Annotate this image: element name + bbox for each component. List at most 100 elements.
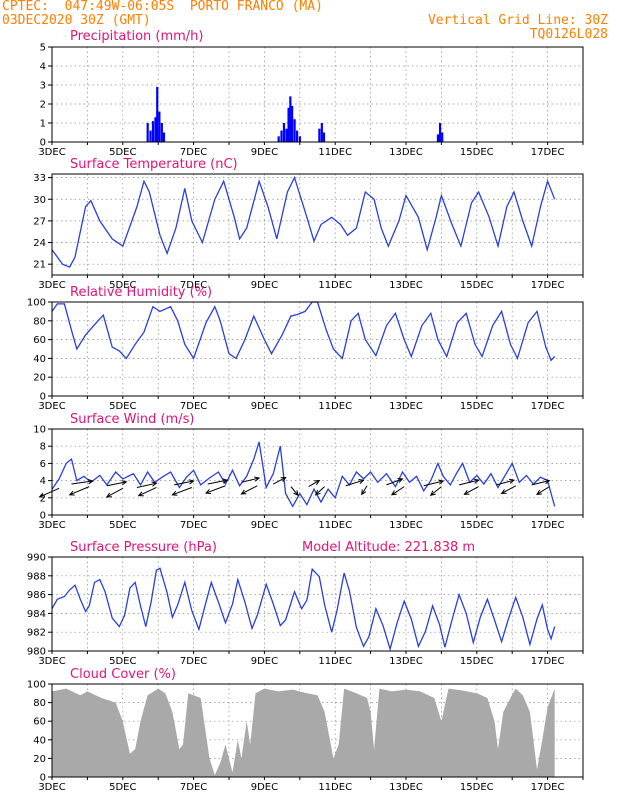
precip-y-tick-label: 1: [40, 119, 46, 130]
precip-bar: [154, 117, 157, 142]
wind-x-tick-label: 7DEC: [180, 520, 207, 531]
humid-series-line: [51, 301, 556, 362]
wind-arrow-head: [171, 490, 178, 496]
press-x-tick-label: 13DEC: [389, 656, 423, 667]
wind-arrow-head: [544, 479, 551, 485]
wind-y-tick-label: 6: [40, 459, 46, 470]
press-x-tick-label: 3DEC: [38, 656, 65, 667]
wind-frame: [51, 428, 584, 516]
humid-frame: [51, 301, 584, 397]
wind-arrow: [241, 477, 260, 483]
wind-arrow: [138, 487, 157, 497]
wind-x-tick-label: 13DEC: [389, 520, 423, 531]
wind-arrow: [536, 486, 550, 495]
wind-arrow: [172, 487, 193, 496]
temp-y-tick-label: 27: [33, 216, 46, 227]
cloud-x-tick-label: 11DEC: [318, 782, 352, 793]
press-x-tick-label: 17DEC: [531, 656, 565, 667]
press-x-tick-label: 15DEC: [460, 656, 494, 667]
wind-arrow: [315, 486, 325, 496]
wind-arrow: [106, 487, 124, 498]
cloud-y-tick-label: 40: [33, 735, 46, 746]
cloud-x-tick-label: 17DEC: [531, 782, 565, 793]
humid-x-tick-label: 15DEC: [460, 401, 494, 412]
wind-series-line: [51, 441, 556, 508]
cloud-area: [52, 688, 555, 777]
wind-arrow-head: [68, 490, 75, 496]
wind-arrow: [241, 485, 258, 495]
wind-x-tick-label: 17DEC: [531, 520, 565, 531]
wind-arrow-head: [463, 490, 470, 495]
humid-y-tick-label: 60: [33, 335, 46, 346]
precip-x-tick-label: 3DEC: [38, 147, 65, 158]
wind-arrow-head: [473, 478, 480, 484]
humid-x-tick-label: 7DEC: [180, 401, 207, 412]
press-y-tick-label: 986: [27, 590, 46, 601]
wind-arrow-head: [105, 492, 112, 498]
cloud-x-tick-label: 9DEC: [251, 782, 278, 793]
wind-arrow-head: [429, 490, 436, 496]
wind-x-tick-label: 15DEC: [460, 520, 494, 531]
temp-x-tick-label: 5DEC: [109, 280, 136, 291]
humid-y-tick-label: 80: [33, 316, 46, 327]
precip-x-tick-label: 13DEC: [389, 147, 423, 158]
precip-bar: [320, 123, 323, 142]
precip-x-tick-label: 9DEC: [251, 147, 278, 158]
wind-arrow-head: [358, 478, 365, 484]
wind-arrow: [531, 480, 550, 486]
temp-panel-title: Surface Temperature (nC): [70, 157, 238, 172]
cloud-y-tick-label: 0: [40, 773, 46, 784]
precip-bar: [291, 105, 294, 142]
wind-arrow: [39, 487, 60, 498]
wind-arrow-head: [293, 490, 299, 497]
precip-frame: [51, 46, 584, 143]
precip-bar: [151, 121, 155, 142]
wind-y-tick-label: 0: [40, 511, 46, 522]
precip-y-tick-label: 4: [40, 62, 46, 73]
precip-y-tick-label: 5: [40, 43, 46, 54]
wind-arrow-head: [188, 479, 195, 485]
precip-y-tick-label: 3: [40, 81, 46, 92]
precip-bar: [318, 128, 321, 142]
precip-bar: [156, 86, 159, 142]
cloud-x-tick-label: 5DEC: [109, 782, 136, 793]
wind-arrow: [71, 480, 93, 485]
cloud-y-tick-label: 100: [27, 680, 46, 691]
precip-bar: [298, 136, 301, 142]
press-panel-title: Surface Pressure (hPa): [70, 540, 217, 555]
wind-arrow: [501, 485, 516, 494]
precip-bar: [277, 136, 280, 142]
humid-panel-title: Relative Humidity (%): [70, 285, 212, 300]
temp-x-tick-label: 11DEC: [318, 280, 352, 291]
precip-bar: [295, 130, 299, 142]
wind-x-tick-label: 11DEC: [318, 520, 352, 531]
precip-bar: [436, 134, 440, 142]
wind-arrow: [391, 486, 405, 496]
wind-arrow: [308, 480, 320, 488]
wind-arrow-head: [536, 489, 543, 495]
wind-arrow: [386, 478, 403, 486]
humid-x-tick-label: 3DEC: [38, 401, 65, 412]
precip-bar: [282, 123, 286, 142]
cloud-x-tick-label: 7DEC: [180, 782, 207, 793]
precip-bar: [293, 119, 296, 142]
temp-x-tick-label: 13DEC: [389, 280, 423, 291]
wind-arrow-head: [254, 476, 261, 482]
temp-x-tick-label: 3DEC: [38, 280, 65, 291]
humid-x-tick-label: 9DEC: [251, 401, 278, 412]
precip-bar: [280, 130, 283, 142]
press-frame: [51, 556, 584, 652]
humid-x-tick-label: 11DEC: [318, 401, 352, 412]
cloud-panel-title: Cloud Cover (%): [70, 667, 176, 682]
press-y-tick-label: 980: [27, 647, 46, 658]
cloud-x-tick-label: 13DEC: [389, 782, 423, 793]
wind-x-tick-label: 5DEC: [109, 520, 136, 531]
wind-arrow-head: [87, 479, 94, 485]
humid-y-tick-label: 100: [27, 298, 46, 309]
wind-y-tick-label: 8: [40, 442, 46, 453]
temp-y-tick-label: 30: [33, 195, 46, 206]
humid-y-tick-label: 0: [40, 392, 46, 403]
wind-arrow: [207, 479, 228, 485]
cloud-y-tick-label: 80: [33, 698, 46, 709]
temp-x-tick-label: 17DEC: [531, 280, 565, 291]
